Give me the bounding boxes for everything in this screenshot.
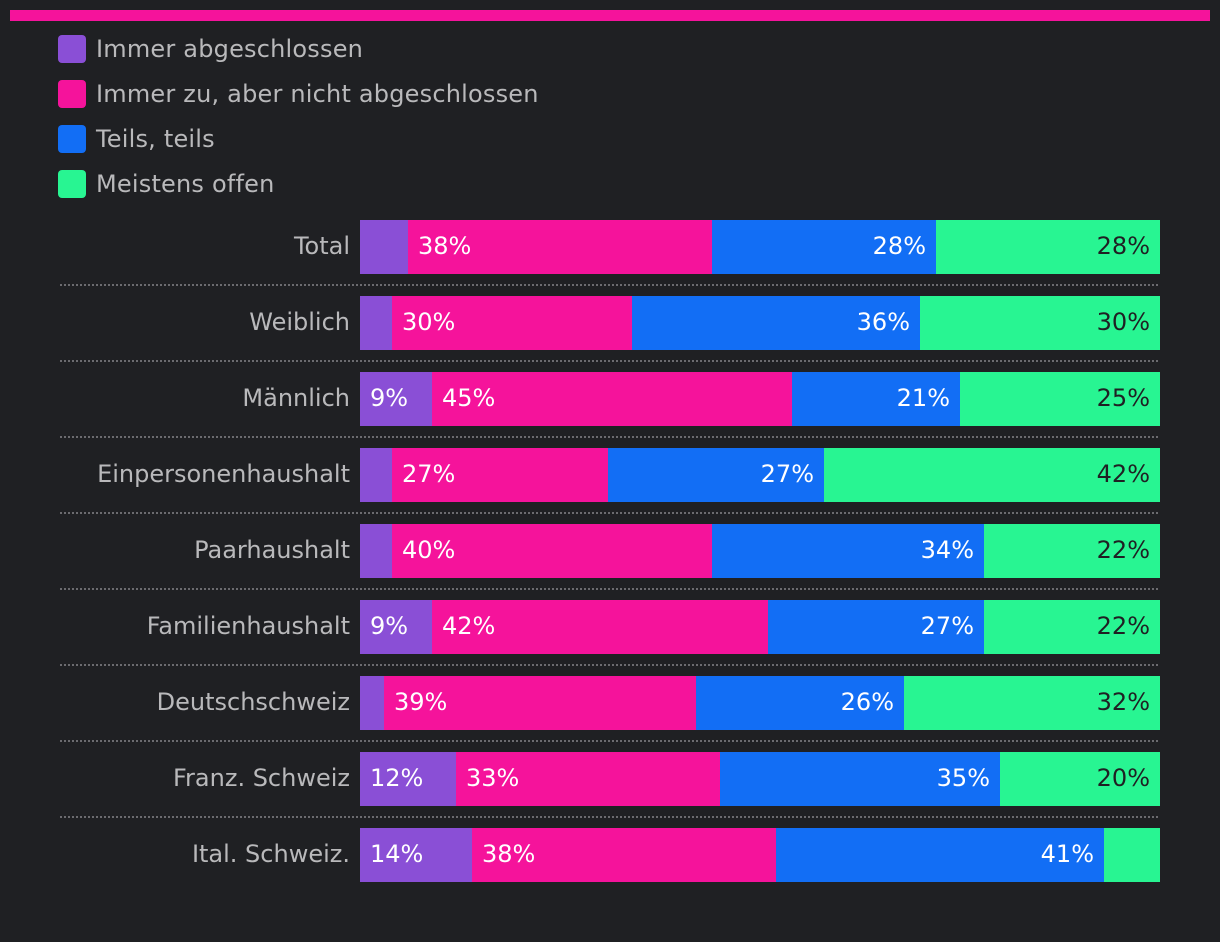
bar-segment (768, 600, 984, 654)
data-label: 9% (370, 384, 408, 412)
bar-segment (360, 752, 456, 806)
data-label: 30% (402, 308, 455, 336)
bar-segment (456, 752, 720, 806)
bar-segment (936, 220, 1160, 274)
bar-segment (696, 676, 904, 730)
bar-segment (384, 676, 696, 730)
legend-swatch (58, 124, 86, 153)
data-label: 20% (1097, 764, 1150, 792)
bar-segment (984, 600, 1160, 654)
data-label: 27% (921, 612, 974, 640)
data-label: 22% (1097, 536, 1150, 564)
category-label: Familienhaushalt (147, 612, 350, 640)
bar-segment (1104, 828, 1160, 882)
data-label: 28% (1097, 232, 1150, 260)
bar-segment (392, 448, 608, 502)
category-label: Franz. Schweiz (173, 764, 350, 792)
data-label: 39% (394, 688, 447, 716)
category-label: Total (293, 232, 350, 260)
data-label: 28% (873, 232, 926, 260)
legend-swatch (58, 34, 86, 63)
data-label: 38% (482, 840, 535, 868)
bar-segment (432, 600, 768, 654)
bar-segment (712, 220, 936, 274)
legend-item-immer-zu: Immer zu, aber nicht abgeschlossen (58, 71, 539, 116)
data-label: 22% (1097, 612, 1150, 640)
bar-segment (1000, 752, 1160, 806)
bar-segment (776, 828, 1104, 882)
bar-segment (720, 752, 1000, 806)
bar-segment (360, 828, 472, 882)
bar-segment (472, 828, 776, 882)
bar-segment (608, 448, 824, 502)
bar-segment (984, 524, 1160, 578)
data-label: 42% (1097, 460, 1150, 488)
legend-label: Immer abgeschlossen (96, 34, 364, 63)
top-accent-rule (10, 10, 1210, 21)
bar-segment (632, 296, 920, 350)
legend-swatch (58, 169, 86, 198)
bar-segment (360, 448, 392, 502)
data-label: 26% (841, 688, 894, 716)
category-label: Einpersonenhaushalt (97, 460, 350, 488)
data-label: 41% (1041, 840, 1094, 868)
bar-segment (792, 372, 960, 426)
data-label: 32% (1097, 688, 1150, 716)
bar-segment (712, 524, 984, 578)
data-label: 30% (1097, 308, 1150, 336)
legend: Immer abgeschlossen Immer zu, aber nicht… (58, 26, 539, 206)
bar-segment (824, 448, 1160, 502)
data-label: 25% (1097, 384, 1150, 412)
bar-segment (432, 372, 792, 426)
data-label: 36% (857, 308, 910, 336)
category-label: Weiblich (249, 308, 350, 336)
bar-segment (360, 372, 432, 426)
bar-segment (360, 600, 432, 654)
category-label: Deutschschweiz (157, 688, 350, 716)
bar-segment (408, 220, 712, 274)
bar-segment (392, 524, 712, 578)
category-label: Ital. Schweiz. (192, 840, 350, 868)
data-label: 34% (921, 536, 974, 564)
legend-item-meistens-offen: Meistens offen (58, 161, 539, 206)
data-label: 42% (442, 612, 495, 640)
legend-label: Teils, teils (96, 124, 215, 153)
category-label: Paarhaushalt (194, 536, 350, 564)
legend-swatch (58, 79, 86, 108)
bar-segment (960, 372, 1160, 426)
data-label: 9% (370, 612, 408, 640)
bar-segment (392, 296, 632, 350)
data-label: 12% (370, 764, 423, 792)
legend-label: Immer zu, aber nicht abgeschlossen (96, 79, 539, 108)
legend-item-immer-abgeschlossen: Immer abgeschlossen (58, 26, 539, 71)
bar-segment (360, 220, 408, 274)
data-label: 27% (761, 460, 814, 488)
data-label: 33% (466, 764, 519, 792)
legend-item-teils-teils: Teils, teils (58, 116, 539, 161)
data-label: 27% (402, 460, 455, 488)
bar-segment (360, 524, 392, 578)
category-label: Männlich (242, 384, 350, 412)
data-label: 38% (418, 232, 471, 260)
data-label: 45% (442, 384, 495, 412)
bar-segment (904, 676, 1160, 730)
data-label: 40% (402, 536, 455, 564)
data-label: 21% (897, 384, 950, 412)
data-label: 14% (370, 840, 423, 868)
data-label: 35% (937, 764, 990, 792)
bar-segment (920, 296, 1160, 350)
bar-segment (360, 676, 384, 730)
legend-label: Meistens offen (96, 169, 275, 198)
bar-segment (360, 296, 392, 350)
